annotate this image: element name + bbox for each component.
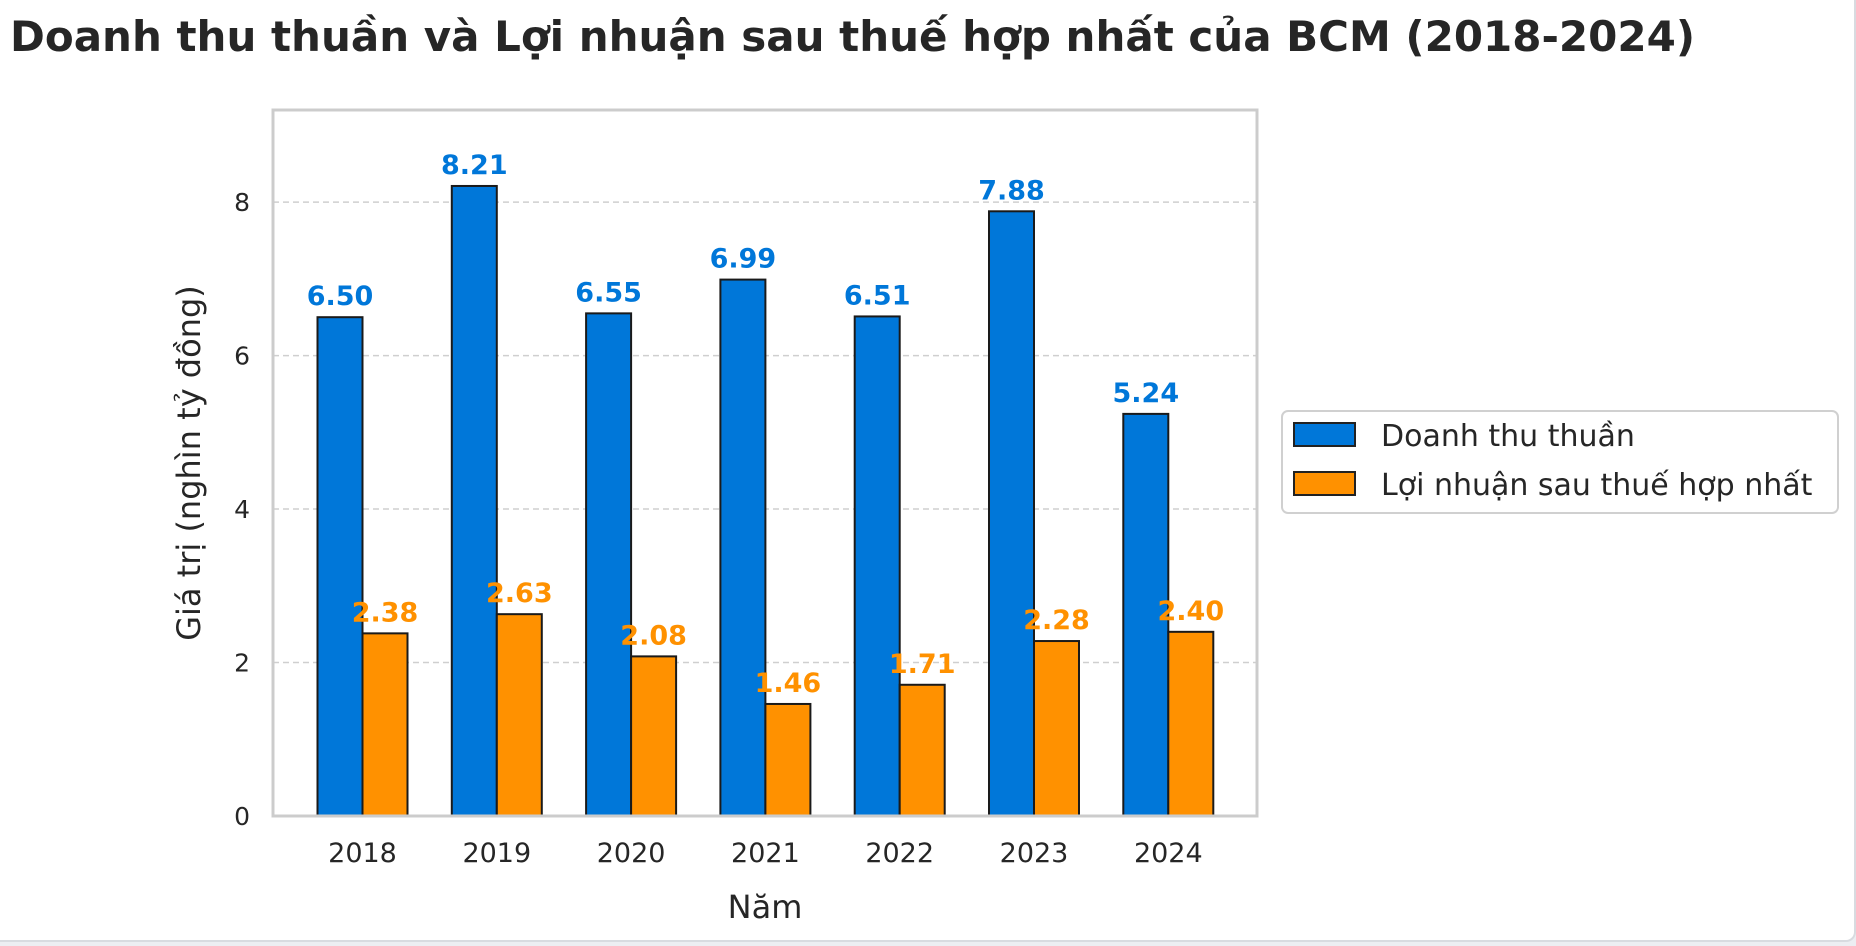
data-label-revenue: 6.99: [710, 244, 777, 275]
bar-revenue: [853, 315, 901, 817]
data-label-profit: 2.63: [486, 578, 553, 609]
x-tick-label: 2020: [597, 838, 666, 869]
data-label-profit: 2.08: [620, 620, 687, 651]
bar-revenue: [450, 184, 498, 817]
data-label-revenue: 7.88: [978, 175, 1045, 206]
bar-profit: [630, 655, 678, 818]
y-tick-label: 8: [234, 188, 250, 217]
bar-revenue: [585, 312, 633, 817]
data-label-revenue: 5.24: [1112, 378, 1179, 409]
data-label-profit: 2.28: [1023, 605, 1090, 636]
x-axis-label: Năm: [728, 888, 803, 926]
x-tick-label: 2018: [328, 838, 397, 869]
chart-title: Doanh thu thuần và Lợi nhuận sau thuế hợ…: [10, 12, 1696, 61]
bar-revenue: [316, 316, 364, 817]
bar-revenue: [719, 278, 767, 817]
y-axis-ticks: 0 2 4 6 8: [234, 188, 250, 831]
bar-revenue: [988, 210, 1035, 817]
legend-swatch-revenue: [1293, 422, 1356, 447]
x-tick-label: 2021: [731, 838, 800, 869]
data-label-profit: 1.71: [889, 649, 956, 680]
x-axis-ticks: 2018 2019 2020 2021 2022 2023 2024: [328, 838, 1203, 869]
data-label-profit: 1.46: [755, 668, 822, 699]
data-label-profit: 2.40: [1157, 596, 1224, 627]
data-label-profit: 2.38: [352, 597, 419, 628]
legend-swatch-profit: [1293, 471, 1356, 496]
bar-profit: [1033, 640, 1080, 817]
bar-profit: [361, 632, 409, 817]
y-tick-label: 6: [234, 342, 250, 371]
legend-box: [1281, 410, 1839, 514]
data-label-revenue: 8.21: [441, 150, 508, 181]
y-tick-label: 4: [234, 495, 250, 524]
legend-label-profit: Lợi nhuận sau thuế hợp nhất: [1381, 468, 1813, 503]
x-tick-label: 2023: [1000, 838, 1069, 869]
plot-frame: [271, 108, 1259, 818]
y-axis-label: Giá trị (nghìn tỷ đồng): [170, 285, 208, 641]
y-tick-label: 0: [234, 802, 250, 831]
legend-label-revenue: Doanh thu thuần: [1381, 419, 1635, 454]
bar-profit: [764, 702, 812, 818]
data-label-revenue: 6.55: [575, 277, 642, 308]
legend: Doanh thu thuần Lợi nhuận sau thuế hợp n…: [1281, 410, 1839, 514]
data-label-revenue: 6.51: [844, 280, 911, 311]
data-labels: 6.50 2.38 8.21 2.63 6.55 2.08 6.99 1.46 6.51 1.71…: [307, 150, 1224, 699]
y-tick-label: 2: [234, 649, 250, 678]
x-tick-label: 2022: [865, 838, 934, 869]
bars: [316, 184, 1215, 818]
bar-profit: [1167, 630, 1215, 818]
data-label-revenue: 6.50: [307, 281, 374, 312]
x-tick-label: 2024: [1134, 838, 1203, 869]
x-tick-label: 2019: [462, 838, 531, 869]
bar-profit: [495, 613, 543, 817]
bar-profit: [898, 683, 946, 817]
